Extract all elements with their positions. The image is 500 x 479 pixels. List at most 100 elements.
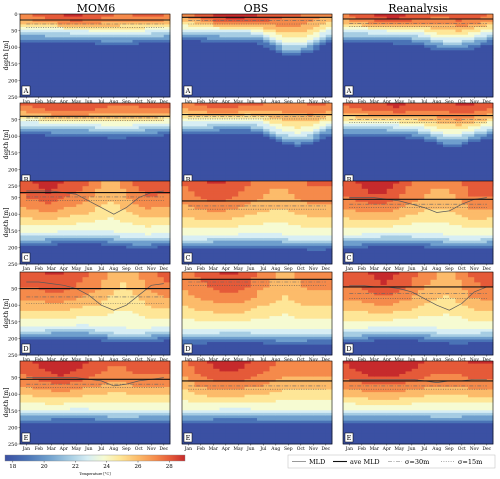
temperature-cell	[355, 115, 363, 119]
temperature-cell	[325, 170, 333, 174]
temperature-cell	[288, 170, 295, 174]
temperature-cell	[32, 141, 40, 145]
temperature-cell	[207, 147, 214, 151]
temperature-cell	[486, 147, 494, 151]
temperature-cell	[38, 14, 46, 17]
temperature-cell	[461, 68, 469, 72]
temperature-cell	[474, 37, 481, 41]
temperature-cell	[319, 165, 327, 169]
temperature-cell	[188, 115, 195, 119]
temperature-cell	[188, 167, 195, 171]
temperature-cell	[361, 167, 369, 171]
temperature-cell	[486, 24, 494, 28]
temperature-cell	[45, 175, 52, 179]
temperature-cell	[244, 39, 252, 43]
temperature-cell	[238, 52, 245, 56]
temperature-cell	[307, 91, 314, 95]
temperature-cell	[213, 123, 220, 127]
temperature-cell	[194, 110, 202, 114]
temperature-cell	[275, 108, 283, 112]
temperature-cell	[188, 173, 195, 177]
temperature-cell	[411, 147, 419, 151]
temperature-cell	[101, 103, 108, 106]
temperature-cell	[436, 84, 444, 88]
temperature-cell	[132, 170, 140, 174]
temperature-cell	[225, 39, 233, 43]
temperature-cell	[269, 78, 277, 82]
temperature-cell	[145, 50, 152, 54]
temperature-cell	[349, 173, 356, 177]
temperature-cell	[138, 21, 146, 25]
temperature-cell	[182, 94, 189, 98]
temperature-cell	[45, 16, 52, 20]
temperature-cell	[95, 50, 102, 54]
temperature-cell	[200, 105, 208, 109]
temperature-cell	[374, 134, 381, 138]
temperature-cell	[282, 50, 289, 54]
temperature-cell	[70, 123, 77, 127]
temperature-cell	[307, 178, 314, 182]
temperature-cell	[57, 167, 65, 171]
temperature-cell	[325, 91, 333, 95]
temperature-cell	[282, 78, 289, 82]
temperature-cell	[244, 32, 252, 36]
temperature-cell	[343, 126, 350, 130]
temperature-cell	[424, 167, 431, 171]
temperature-cell	[151, 123, 158, 127]
temperature-cell	[455, 149, 463, 153]
temperature-cell	[20, 219, 27, 223]
temperature-cell	[325, 26, 333, 30]
temperature-cell	[225, 110, 233, 114]
month-tick-label: Jun	[246, 99, 255, 105]
temperature-cell	[88, 39, 96, 43]
temperature-cell	[32, 152, 40, 156]
temperature-cell	[313, 39, 320, 43]
temperature-cell	[480, 131, 488, 135]
temperature-cell	[349, 149, 356, 153]
temperature-cell	[126, 81, 133, 85]
temperature-cell	[430, 149, 438, 153]
temperature-cell	[307, 84, 314, 88]
temperature-cell	[26, 209, 33, 213]
temperature-cell	[424, 89, 431, 93]
temperature-cell	[368, 110, 375, 114]
temperature-cell	[418, 131, 425, 135]
temperature-cell	[355, 131, 363, 135]
temperature-cell	[57, 34, 65, 38]
temperature-cell	[51, 84, 58, 88]
temperature-cell	[399, 136, 406, 140]
temperature-cell	[194, 115, 202, 119]
temperature-cell	[200, 76, 208, 80]
temperature-cell	[38, 32, 46, 36]
temperature-cell	[461, 175, 469, 179]
temperature-cell	[163, 147, 171, 151]
temperature-cell	[355, 110, 363, 114]
temperature-cell	[399, 29, 406, 33]
temperature-cell	[194, 118, 202, 122]
temperature-cell	[238, 63, 245, 67]
panel-letter: A	[23, 87, 29, 95]
temperature-cell	[294, 60, 302, 64]
temperature-cell	[263, 167, 270, 171]
temperature-cell	[386, 14, 394, 17]
temperature-cell	[263, 26, 270, 30]
temperature-cell	[275, 94, 283, 98]
temperature-cell	[151, 14, 158, 17]
temperature-cell	[38, 193, 46, 197]
temperature-cell	[82, 108, 90, 112]
temperature-cell	[163, 19, 171, 23]
temperature-cell	[244, 147, 252, 151]
temperature-cell	[418, 84, 425, 88]
temperature-cell	[182, 81, 189, 85]
temperature-cell	[244, 118, 252, 122]
temperature-cell	[88, 91, 96, 95]
temperature-cell	[269, 123, 277, 127]
temperature-cell	[82, 152, 90, 156]
temperature-cell	[145, 32, 152, 36]
temperature-cell	[213, 139, 220, 143]
temperature-cell	[238, 128, 245, 132]
temperature-cell	[107, 14, 115, 17]
temperature-cell	[399, 160, 406, 164]
temperature-cell	[213, 154, 220, 158]
